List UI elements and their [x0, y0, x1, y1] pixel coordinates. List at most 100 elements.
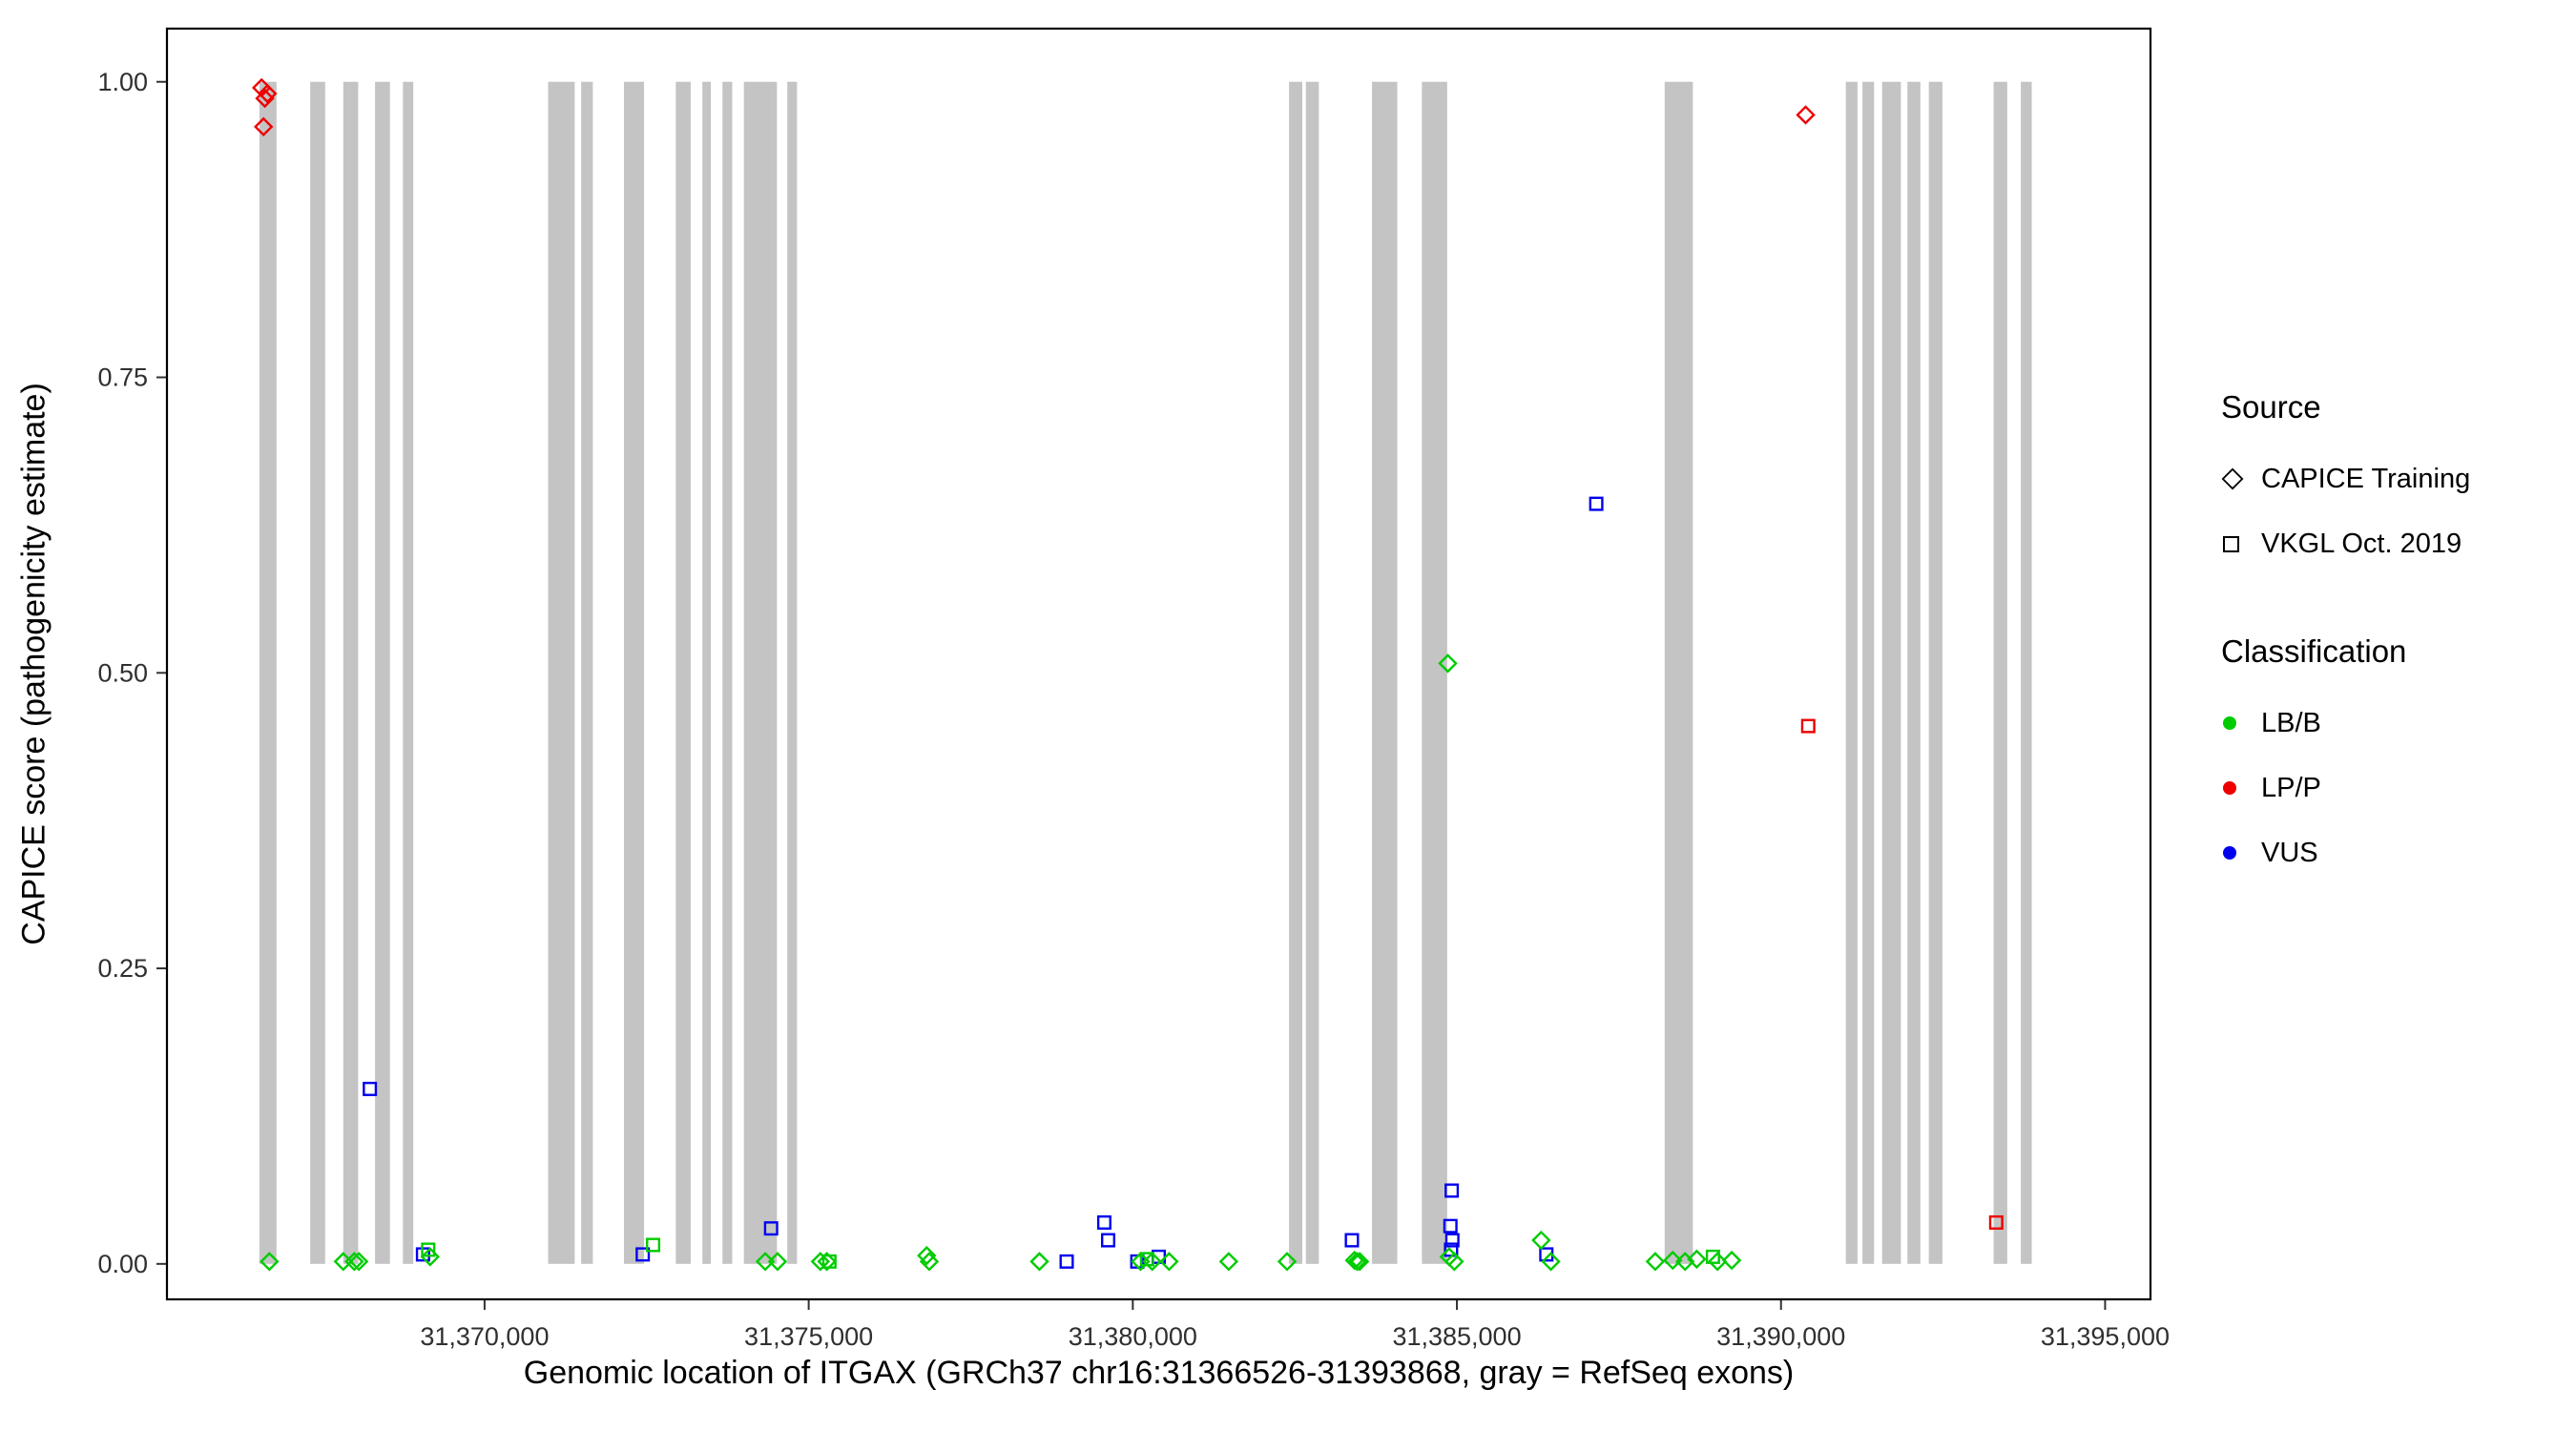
y-tick-label: 0.00: [97, 1250, 148, 1278]
data-point: [344, 1252, 364, 1272]
square-outline-icon: [2223, 535, 2239, 552]
data-point: [1277, 1252, 1298, 1272]
data-point: [1541, 1252, 1561, 1272]
exon-bar: [1664, 81, 1693, 1264]
exon-bar: [310, 81, 325, 1264]
exon-bar: [403, 81, 414, 1264]
data-point: [1796, 105, 1816, 125]
x-tick-label: 31,385,000: [1392, 1322, 1521, 1351]
legend-item-lbb: LB/B: [2221, 691, 2470, 756]
data-point: [1101, 1233, 1116, 1248]
data-point: [421, 1242, 436, 1257]
exon-bar: [1993, 81, 2007, 1264]
x-tick-label: 31,375,000: [744, 1322, 873, 1351]
data-point: [260, 1252, 280, 1272]
data-point: [919, 1252, 940, 1272]
green-dot-icon: [2223, 716, 2236, 730]
data-point: [1096, 1214, 1111, 1230]
legend-source-group: Source CAPICE Training VKGL Oct. 2019: [2221, 389, 2470, 576]
data-point: [1687, 1249, 1707, 1270]
data-point: [1349, 1252, 1370, 1272]
data-point: [1721, 1250, 1742, 1271]
exon-bar: [787, 81, 798, 1264]
exon-bar: [702, 81, 712, 1264]
data-point: [1347, 1252, 1367, 1272]
exon-bar: [1422, 81, 1447, 1264]
data-point: [258, 83, 278, 104]
data-point: [1705, 1249, 1720, 1264]
y-tick-label: 1.00: [97, 68, 148, 96]
data-point: [917, 1245, 937, 1266]
data-point: [1344, 1233, 1360, 1248]
x-tick-label: 31,395,000: [2041, 1322, 2170, 1351]
legend-item-label: CAPICE Training: [2261, 463, 2471, 494]
data-point: [254, 116, 274, 137]
legend-classification-title: Classification: [2221, 633, 2407, 669]
exon-bar: [1862, 81, 1875, 1264]
y-axis-title: CAPICE score (pathogenicity estimate): [15, 383, 52, 945]
data-point: [255, 88, 275, 109]
data-point: [1707, 1252, 1728, 1272]
data-point: [1438, 653, 1458, 674]
data-point: [363, 1081, 378, 1096]
data-point: [817, 1252, 837, 1272]
legend-item-vkgl: VKGL Oct. 2019: [2221, 511, 2470, 576]
y-tick-label: 0.50: [97, 658, 148, 687]
legend-key: [2221, 716, 2261, 730]
data-point: [635, 1247, 651, 1262]
data-point: [810, 1252, 831, 1272]
exon-bar: [1881, 81, 1901, 1264]
x-axis-title: Genomic location of ITGAX (GRCh37 chr16:…: [523, 1355, 1795, 1391]
legend: Source CAPICE Training VKGL Oct. 2019 Cl…: [2221, 389, 2470, 885]
exon-bar: [1907, 81, 1921, 1264]
legend-item-label: LB/B: [2261, 707, 2321, 738]
x-tick-label: 31,380,000: [1069, 1322, 1197, 1351]
legend-item-capice-training: CAPICE Training: [2221, 446, 2470, 511]
data-point: [1589, 496, 1604, 511]
legend-key: [2221, 846, 2261, 860]
data-point: [348, 1252, 369, 1272]
exon-bar: [343, 81, 359, 1264]
exon-bar: [259, 81, 277, 1264]
data-point: [1531, 1230, 1551, 1251]
exon-bar: [743, 81, 778, 1264]
exon-bar: [1305, 81, 1319, 1264]
data-point: [1988, 1214, 2004, 1230]
data-point: [646, 1237, 661, 1253]
y-tick-label: 0.25: [97, 954, 148, 983]
y-tick-label: 0.75: [97, 363, 148, 392]
panel-border: [165, 27, 2152, 1301]
blue-dot-icon: [2223, 846, 2236, 860]
legend-item-label: VUS: [2261, 837, 2318, 868]
data-point: [1444, 1252, 1465, 1272]
legend-item-lpp: LP/P: [2221, 756, 2470, 820]
x-tick-label: 31,390,000: [1716, 1322, 1845, 1351]
red-dot-icon: [2223, 781, 2236, 795]
data-point: [1059, 1254, 1074, 1269]
exon-bar: [1372, 81, 1398, 1264]
legend-source-title: Source: [2221, 389, 2321, 425]
exon-bar: [675, 81, 691, 1264]
exon-bar: [2021, 81, 2032, 1264]
data-point: [767, 1252, 788, 1272]
data-point: [1218, 1252, 1239, 1272]
x-tick-label: 31,370,000: [420, 1322, 549, 1351]
data-point: [1663, 1250, 1683, 1271]
exon-bar: [581, 81, 593, 1264]
exon-bar: [548, 81, 575, 1264]
legend-item-label: LP/P: [2261, 772, 2321, 803]
legend-item-label: VKGL Oct. 2019: [2261, 528, 2462, 559]
plot-panel: [167, 29, 2150, 1299]
exon-bar: [1928, 81, 1942, 1264]
data-point: [763, 1221, 779, 1236]
exon-bar: [1289, 81, 1302, 1264]
legend-item-vus: VUS: [2221, 820, 2470, 885]
data-point: [1444, 1233, 1460, 1248]
data-point: [1645, 1252, 1666, 1272]
data-point: [1800, 718, 1816, 734]
diamond-outline-icon: [2221, 467, 2244, 490]
exon-bar: [1845, 81, 1858, 1264]
exon-bar: [375, 81, 390, 1264]
exon-bar: [722, 81, 733, 1264]
